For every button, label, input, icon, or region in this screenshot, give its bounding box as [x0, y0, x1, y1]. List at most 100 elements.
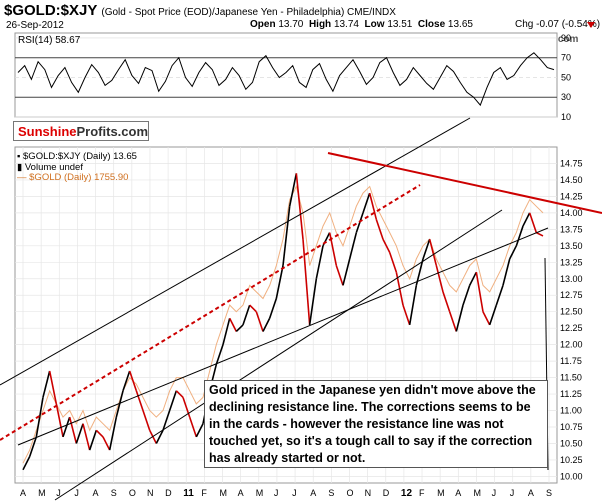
- price-segment: [422, 238, 431, 260]
- price-segment: [155, 429, 164, 444]
- down-triangle-icon: [587, 22, 595, 28]
- x-tick-label: N: [365, 488, 372, 498]
- annotation-box: Gold priced in the Japanese yen didn't m…: [204, 380, 548, 468]
- price-segment: [255, 311, 264, 332]
- x-tick-label: O: [346, 488, 353, 498]
- y-tick-label: 12.50: [560, 307, 583, 317]
- x-tick-label: S: [111, 488, 117, 498]
- y-tick-label: 12.75: [560, 290, 583, 300]
- low-value: 13.51: [387, 19, 413, 30]
- price-segment: [488, 304, 498, 326]
- x-tick-label: F: [201, 488, 207, 498]
- dashed-midline: [0, 184, 421, 441]
- x-tick-label: O: [129, 488, 136, 498]
- price-segment: [515, 225, 524, 247]
- price-segment: [468, 271, 478, 286]
- x-tick-label: F: [419, 488, 425, 498]
- price-segment: [428, 239, 438, 266]
- sunshine-profits-logo: SunshineProfits.com: [13, 121, 149, 141]
- declining-resistance-line: [327, 152, 602, 214]
- y-tick-label: 12.00: [560, 340, 583, 350]
- x-tick-label: A: [238, 488, 244, 498]
- rsi-tick-label: 50: [561, 72, 571, 82]
- price-segment: [375, 219, 384, 240]
- x-tick-label: J: [510, 488, 514, 498]
- x-tick-label: A: [93, 488, 99, 498]
- support-line: [17, 227, 549, 446]
- x-tick-label: M: [256, 488, 263, 498]
- price-segment: [175, 390, 184, 398]
- price-segment: [508, 245, 518, 260]
- price-segment: [215, 344, 224, 365]
- price-segment: [55, 403, 64, 438]
- legend-price: ▪ $GOLD:$XJY (Daily) 13.65: [17, 151, 137, 162]
- x-tick-label: D: [383, 488, 390, 498]
- price-segment: [362, 192, 371, 214]
- x-tick-label: M: [38, 488, 46, 498]
- price-segment: [435, 265, 444, 293]
- x-tick-label: N: [147, 488, 154, 498]
- price-segment: [408, 285, 418, 326]
- price-segment: [235, 324, 244, 333]
- price-segment: [268, 298, 278, 319]
- chart-title: $GOLD:$XJY (Gold - Spot Price (EOD)/Japan…: [4, 2, 396, 19]
- price-segment: [495, 285, 504, 306]
- ohlc-readout: Open 13.70 High 13.74 Low 13.51 Close 13…: [250, 19, 473, 30]
- rsi-tick-label: 70: [561, 53, 571, 63]
- price-segment: [315, 245, 324, 279]
- close-value: 13.65: [447, 19, 473, 30]
- x-tick-label: S: [328, 488, 334, 498]
- x-tick-label: 11: [183, 488, 194, 499]
- high-value: 13.74: [333, 19, 359, 30]
- x-tick-label: 12: [401, 488, 413, 499]
- price-segment: [62, 416, 71, 438]
- y-tick-label: 14.75: [560, 158, 583, 168]
- price-segment: [168, 390, 178, 411]
- price-segment: [128, 370, 138, 392]
- y-tick-label: 11.50: [560, 373, 582, 383]
- x-tick-label: J: [56, 488, 61, 498]
- x-tick-label: M: [473, 488, 481, 498]
- price-segment: [282, 206, 291, 266]
- price-segment: [528, 212, 538, 233]
- price-segment: [95, 429, 104, 438]
- rsi-tick-label: 10: [561, 112, 571, 122]
- x-tick-label: D: [165, 488, 172, 498]
- y-tick-label: 11.25: [560, 389, 582, 399]
- price-segment: [68, 416, 78, 444]
- rsi-label: RSI(14) 58.67: [18, 35, 81, 46]
- rsi-panel: [14, 32, 558, 118]
- upper-channel-line: [0, 117, 471, 386]
- change-readout: Chg -0.07 (-0.54%): [515, 19, 601, 30]
- x-tick-label: J: [492, 488, 497, 498]
- chart-date: 26-Sep-2012: [6, 20, 64, 31]
- price-segment: [388, 252, 398, 273]
- price-segment: [48, 370, 58, 405]
- price-segment: [75, 423, 84, 444]
- y-tick-label: 14.25: [560, 191, 583, 201]
- y-tick-label: 14.00: [560, 208, 583, 218]
- y-tick-label: 10.50: [560, 438, 583, 448]
- price-segment: [535, 231, 544, 237]
- legend-gold: — $GOLD (Daily) 1755.90: [17, 172, 129, 183]
- price-segment: [442, 291, 451, 312]
- y-tick-label: 10.75: [560, 422, 583, 432]
- price-segment: [122, 370, 131, 392]
- price-segment: [475, 272, 484, 312]
- lower-channel-line: [54, 209, 503, 501]
- y-tick-label: 11.75: [560, 356, 582, 366]
- x-tick-label: S: [546, 488, 552, 498]
- price-segment: [402, 304, 411, 326]
- gold-series-line: [22, 185, 544, 464]
- price-segment: [262, 317, 271, 332]
- price-segment: [82, 423, 91, 451]
- price-segment: [242, 304, 251, 326]
- price-segment: [482, 311, 491, 326]
- x-tick-label: M: [220, 488, 228, 498]
- price-segment: [42, 370, 51, 398]
- price-segment: [382, 238, 391, 253]
- price-segment: [188, 416, 198, 438]
- x-tick-label: J: [74, 488, 79, 498]
- price-segment: [162, 410, 171, 431]
- price-segment: [195, 423, 204, 438]
